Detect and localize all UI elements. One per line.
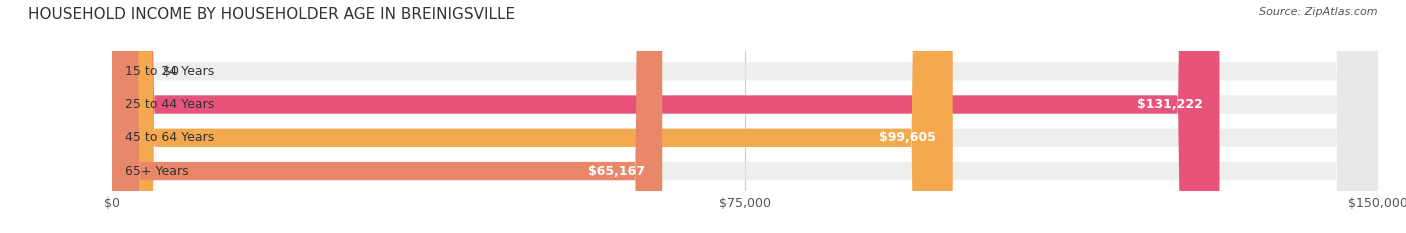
Text: Source: ZipAtlas.com: Source: ZipAtlas.com	[1260, 7, 1378, 17]
FancyBboxPatch shape	[112, 0, 125, 233]
FancyBboxPatch shape	[112, 0, 1219, 233]
FancyBboxPatch shape	[112, 0, 1378, 233]
FancyBboxPatch shape	[112, 0, 1378, 233]
Text: $0: $0	[163, 65, 179, 78]
FancyBboxPatch shape	[112, 0, 1378, 233]
Text: 65+ Years: 65+ Years	[125, 164, 188, 178]
Text: 25 to 44 Years: 25 to 44 Years	[125, 98, 214, 111]
FancyBboxPatch shape	[112, 0, 953, 233]
Text: $99,605: $99,605	[879, 131, 936, 144]
FancyBboxPatch shape	[112, 0, 662, 233]
Text: 45 to 64 Years: 45 to 64 Years	[125, 131, 214, 144]
Text: $65,167: $65,167	[588, 164, 645, 178]
Text: HOUSEHOLD INCOME BY HOUSEHOLDER AGE IN BREINIGSVILLE: HOUSEHOLD INCOME BY HOUSEHOLDER AGE IN B…	[28, 7, 515, 22]
Text: 15 to 24 Years: 15 to 24 Years	[125, 65, 214, 78]
Text: $131,222: $131,222	[1136, 98, 1202, 111]
FancyBboxPatch shape	[112, 0, 1378, 233]
